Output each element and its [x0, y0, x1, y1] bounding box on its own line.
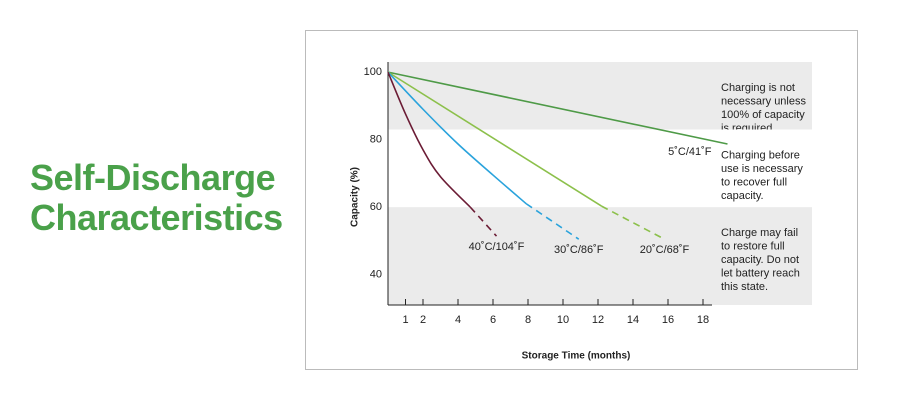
series-line [387, 71, 602, 207]
x-tick-label: 4 [455, 314, 461, 326]
zone-note: 100% of capacity [721, 109, 805, 121]
zone-note: capacity. Do not [721, 254, 799, 266]
zone-band [388, 62, 812, 130]
zone-band [388, 207, 812, 305]
y-tick-label: 80 [370, 134, 382, 146]
heading: Self-Discharge Characteristics [30, 158, 283, 238]
zone-note: Charge may fail [721, 227, 798, 239]
x-tick-label: 1 [402, 314, 408, 326]
series-label: 5˚C/41˚F [668, 146, 712, 158]
zone-note: Charging before [721, 149, 800, 161]
series-line [387, 71, 527, 205]
x-tick-label: 10 [557, 314, 569, 326]
x-axis-label: Storage Time (months) [522, 351, 631, 362]
zone-note: let battery reach [721, 268, 800, 280]
series-line [387, 71, 728, 145]
x-tick-label: 6 [490, 314, 496, 326]
y-axis-label: Capacity (%) [350, 167, 361, 227]
y-tick-label: 40 [370, 269, 382, 281]
zone-band [388, 129, 812, 208]
series-label: 30˚C/86˚F [554, 244, 604, 256]
x-tick-label: 18 [697, 314, 709, 326]
series-line [469, 206, 498, 237]
x-tick-label: 2 [420, 314, 426, 326]
x-tick-label: 8 [525, 314, 531, 326]
x-tick-label: 14 [627, 314, 639, 326]
zone-note: necessary unless [721, 95, 806, 107]
y-tick-label: 100 [364, 66, 382, 78]
y-tick-label: 60 [370, 201, 382, 213]
zone-note: use is necessary [721, 163, 803, 175]
x-tick-label: 16 [662, 314, 674, 326]
zone-note: capacity. [721, 190, 764, 202]
zone-note: to recover full [721, 176, 787, 188]
zone-note: to restore full [721, 241, 785, 253]
series-label: 20˚C/68˚F [640, 244, 690, 256]
x-tick-label: 12 [592, 314, 604, 326]
heading-line: Characteristics [30, 197, 283, 238]
heading-line: Self-Discharge [30, 157, 276, 198]
series-line [525, 203, 580, 240]
series-line [387, 71, 471, 208]
series-label: 40˚C/104˚F [469, 241, 525, 253]
zone-note: Charging is not [721, 82, 795, 94]
zone-note: this state. [721, 281, 768, 293]
